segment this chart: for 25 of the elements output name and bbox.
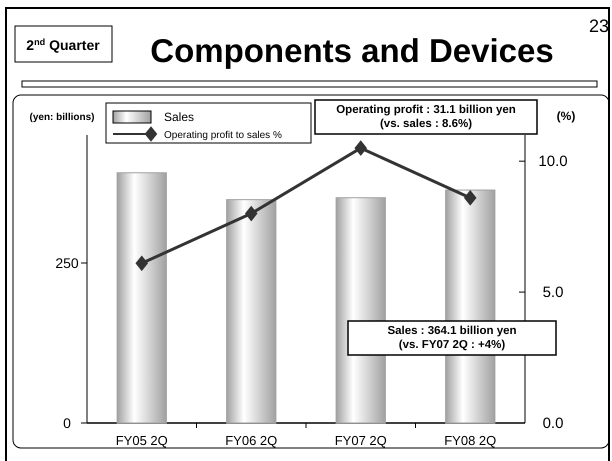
x-tick-label: FY06 2Q: [225, 433, 278, 448]
legend-label: Sales: [164, 110, 194, 124]
y-tick-label: 250: [55, 255, 79, 271]
point: [244, 206, 258, 222]
y2-tick-label: 0.0: [542, 415, 564, 432]
point: [354, 140, 368, 156]
y2-tick-label: 5.0: [542, 284, 564, 302]
bar: [226, 199, 276, 424]
point: [135, 256, 148, 272]
point: [464, 190, 477, 206]
callout-box: Sales : 364.1 billion yen (vs. FY07 2Q : +4%): [347, 320, 557, 356]
y2-tick-label: 10.0: [538, 153, 568, 170]
x-tick-label: FY05 2Q: [116, 433, 168, 448]
legend-label: Operating profit to sales %: [164, 130, 282, 141]
y-tick-label: 0: [63, 415, 72, 431]
chart-title: Components and Devices: [150, 32, 554, 69]
annotation: Sales : 364.1 billion yen (vs. FY07 2Q : +4%): [387, 325, 517, 351]
y-axis-title: (yen: billions): [30, 112, 94, 123]
bar: [116, 172, 167, 424]
y2-axis-title: (%): [556, 109, 576, 123]
callout-box: Operating profit : 31.1 billion yen (vs. sales : 8.6%): [314, 99, 538, 135]
chart-subtitle: 2$^{nd}$ Quarter: [26, 37, 100, 53]
x-tick-label: FY07 2Q: [334, 433, 387, 448]
text: 23: [588, 16, 609, 36]
x-tick-label: FY08 2Q: [444, 433, 496, 448]
